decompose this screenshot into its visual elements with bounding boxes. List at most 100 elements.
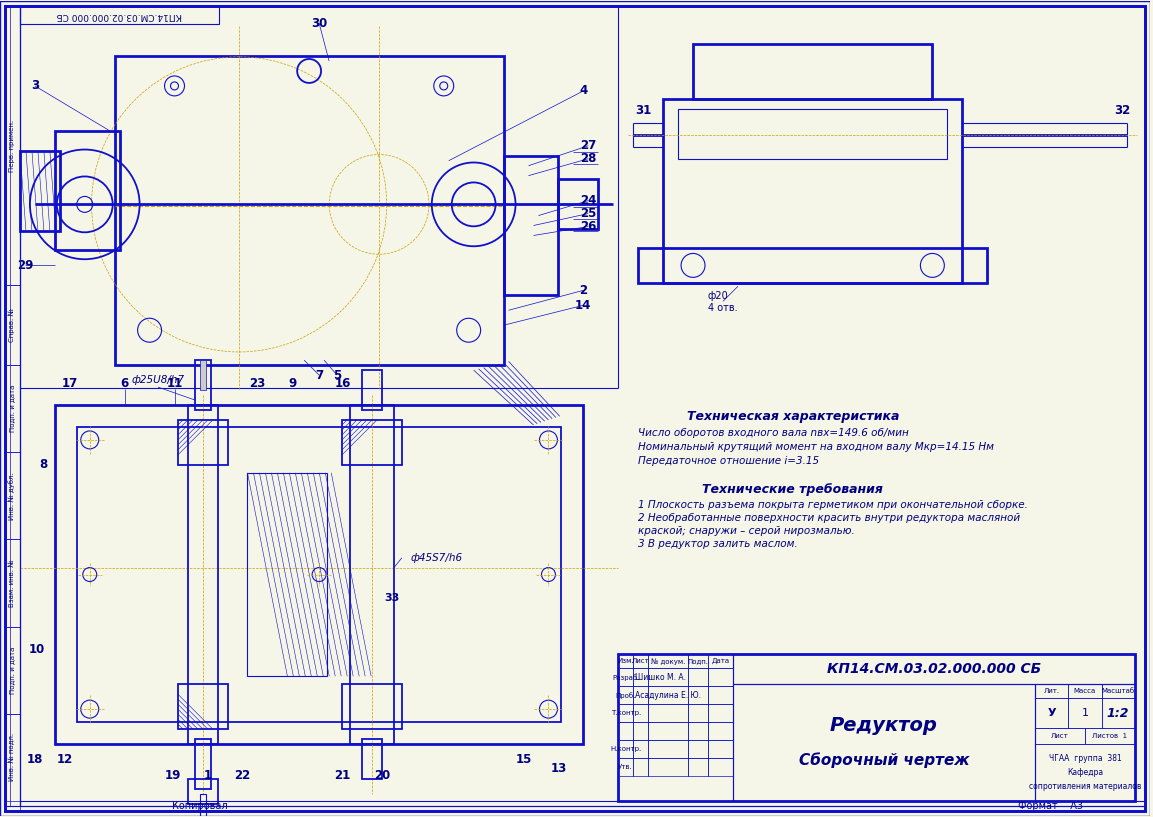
Bar: [188, 405, 218, 744]
Text: ЧГАА  группа  381: ЧГАА группа 381: [1048, 754, 1122, 763]
Text: 26: 26: [580, 220, 596, 233]
Bar: [178, 420, 228, 465]
Text: Проб.: Проб.: [616, 692, 636, 699]
Text: Взам. инв. №: Взам. инв. №: [9, 560, 15, 607]
Text: 30: 30: [311, 16, 327, 29]
Bar: [1101, 684, 1135, 699]
Bar: [77, 427, 562, 722]
Text: 19: 19: [165, 770, 181, 783]
Text: Т.контр.: Т.контр.: [611, 710, 641, 717]
Text: 2 Необработанные поверхности красить внутри редуктора масляной: 2 Необработанные поверхности красить вну…: [639, 513, 1020, 523]
Bar: [5, 365, 20, 453]
Text: Инв. № подл.: Инв. № подл.: [9, 733, 15, 781]
Text: Масштаб: Масштаб: [1101, 688, 1135, 694]
Text: 27: 27: [580, 139, 596, 152]
Text: Дата: Дата: [711, 659, 730, 664]
Bar: [618, 654, 633, 668]
Bar: [5, 627, 20, 714]
Text: 4: 4: [579, 84, 588, 97]
Bar: [342, 684, 402, 729]
Bar: [199, 360, 206, 390]
Text: Листов  1: Листов 1: [1092, 733, 1128, 739]
Bar: [648, 704, 688, 722]
Text: Подп.: Подп.: [687, 659, 709, 664]
Bar: [618, 654, 1135, 801]
Bar: [648, 654, 688, 668]
Bar: [1085, 728, 1135, 744]
Bar: [618, 686, 633, 704]
Bar: [633, 704, 648, 722]
Bar: [633, 740, 648, 758]
Text: Сборочный чертеж: Сборочный чертеж: [799, 752, 970, 768]
Text: Лист: Лист: [1052, 733, 1069, 739]
Text: Подп. и дата: Подп. и дата: [9, 646, 15, 694]
Text: 25: 25: [580, 207, 596, 220]
Bar: [688, 722, 708, 740]
Bar: [633, 668, 648, 686]
Text: 15: 15: [515, 752, 532, 766]
Bar: [618, 722, 633, 740]
Text: 22: 22: [234, 770, 251, 783]
Text: 20: 20: [374, 770, 390, 783]
Text: № докум.: № докум.: [651, 658, 685, 664]
Bar: [708, 758, 733, 776]
Text: 16: 16: [334, 377, 351, 390]
Text: 10: 10: [29, 643, 45, 655]
Bar: [688, 686, 708, 704]
Bar: [1069, 684, 1101, 699]
Bar: [55, 131, 120, 251]
Bar: [733, 684, 1035, 801]
Bar: [20, 7, 219, 24]
Bar: [1035, 684, 1135, 801]
Bar: [195, 739, 211, 789]
Text: Масса: Масса: [1073, 688, 1097, 694]
Bar: [708, 740, 733, 758]
Text: 28: 28: [580, 152, 596, 165]
Text: Справ. №: Справ. №: [9, 308, 15, 342]
Bar: [663, 99, 963, 283]
Text: 11: 11: [166, 377, 182, 390]
Bar: [618, 704, 633, 722]
Text: 3: 3: [31, 79, 39, 92]
Text: Асадулина Е. Ю.: Асадулина Е. Ю.: [635, 690, 701, 699]
Text: КП14.СМ.03.02.000.000 СБ: КП14.СМ.03.02.000.000 СБ: [56, 11, 182, 20]
Text: Передаточное отношение i=3.15: Передаточное отношение i=3.15: [639, 456, 820, 466]
Text: 32: 32: [1114, 104, 1130, 117]
Bar: [678, 109, 948, 158]
Bar: [20, 801, 1145, 810]
Bar: [5, 539, 20, 627]
Bar: [633, 686, 648, 704]
Bar: [708, 654, 733, 668]
Bar: [708, 722, 733, 740]
Bar: [188, 779, 218, 804]
Bar: [648, 722, 688, 740]
Text: Подп. и дата: Подп. и дата: [9, 385, 15, 432]
Bar: [362, 370, 382, 410]
Bar: [648, 758, 688, 776]
Bar: [693, 44, 933, 99]
Bar: [5, 7, 20, 806]
Text: Н.контр.: Н.контр.: [610, 746, 641, 752]
Text: 14: 14: [575, 299, 591, 312]
Text: Редуктор: Редуктор: [830, 716, 937, 734]
Text: 8: 8: [39, 458, 47, 471]
Bar: [248, 473, 327, 676]
Text: Техническая характеристика: Техническая характеристика: [686, 410, 899, 423]
Text: 6: 6: [121, 377, 129, 390]
Bar: [362, 739, 382, 779]
Text: сопротивления материалов: сопротивления материалов: [1028, 782, 1141, 791]
Text: 4 отв.: 4 отв.: [708, 303, 738, 313]
Text: У: У: [1047, 708, 1056, 718]
Text: 7: 7: [315, 368, 323, 382]
Bar: [618, 668, 633, 686]
Bar: [633, 758, 648, 776]
Text: 2: 2: [579, 283, 587, 297]
Bar: [618, 740, 633, 758]
Text: 13: 13: [550, 762, 566, 775]
Text: 23: 23: [249, 377, 266, 390]
Bar: [1101, 699, 1135, 728]
Text: 1 Плоскость разъема покрыта герметиком при окончательной сборке.: 1 Плоскость разъема покрыта герметиком п…: [639, 500, 1028, 510]
Bar: [633, 654, 648, 668]
Text: 3 В редуктор залить маслом.: 3 В редуктор залить маслом.: [639, 538, 798, 549]
Text: Число оборотов входного вала nвх=149.6 об/мин: Число оборотов входного вала nвх=149.6 о…: [639, 428, 909, 438]
